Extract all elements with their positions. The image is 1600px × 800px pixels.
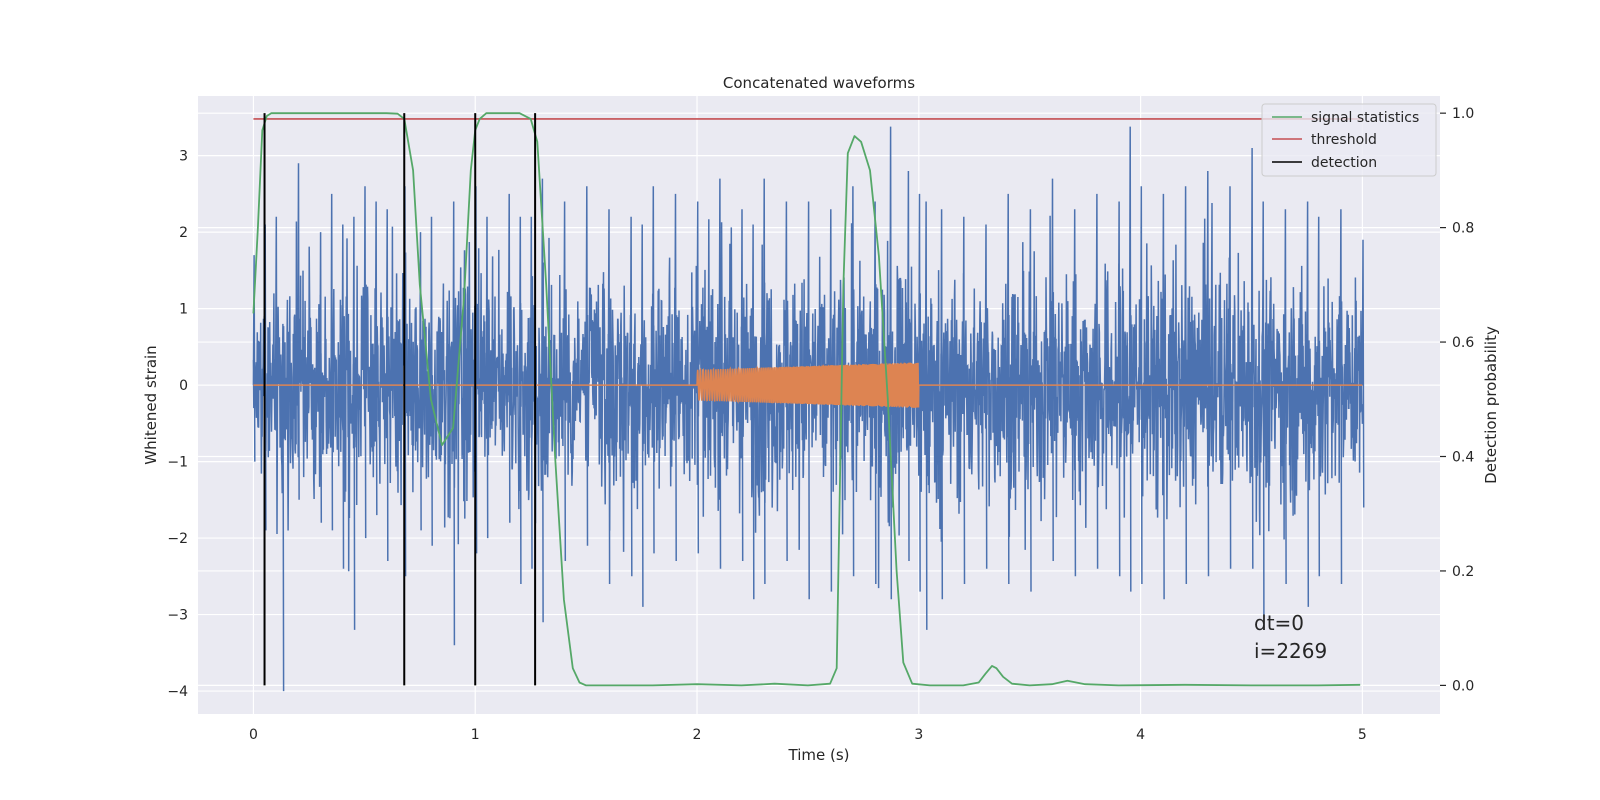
x-tick-label: 1 xyxy=(471,727,480,743)
series-layer xyxy=(252,112,1365,692)
y-tick-label: 3 xyxy=(179,149,188,165)
y-axis-label: Whitened strain xyxy=(142,345,160,464)
y-tick-label: 2 xyxy=(179,225,188,241)
legend-label-detection: detection xyxy=(1311,155,1377,171)
y-tick-label: −3 xyxy=(167,608,188,624)
legend-label-threshold: threshold xyxy=(1311,132,1377,148)
series-injection xyxy=(253,362,1363,408)
y-tick-label: −4 xyxy=(167,684,188,700)
y-tick-label-right: 0.0 xyxy=(1452,678,1474,694)
x-tick-label: 4 xyxy=(1136,727,1145,743)
x-axis-label: Time (s) xyxy=(788,746,850,764)
y-tick-label-right: 0.6 xyxy=(1452,335,1474,351)
annotation-dt: dt=0 xyxy=(1254,611,1304,635)
y-tick-label-right: 1.0 xyxy=(1452,106,1474,122)
annotation-i: i=2269 xyxy=(1254,639,1327,663)
legend: signal statistics threshold detection xyxy=(1261,103,1437,177)
ticks: 0 1 2 3 4 5 −4 −3 −2 −1 0 1 2 3 0.0 0.2 0.4 0.6 0.8 1.0 xyxy=(167,106,1474,743)
y-axis-label-right: Detection probability xyxy=(1482,326,1500,484)
legend-box xyxy=(1261,103,1437,177)
y-tick-label: −2 xyxy=(167,531,188,547)
y-tick-label-right: 0.8 xyxy=(1452,221,1474,237)
x-tick-label: 3 xyxy=(914,727,923,743)
y-tick-label-right: 0.4 xyxy=(1452,450,1474,466)
x-tick-label: 0 xyxy=(249,727,258,743)
y-tick-label: −1 xyxy=(167,455,188,471)
y-tick-label-right: 0.2 xyxy=(1452,564,1474,580)
legend-label-signal-statistics: signal statistics xyxy=(1311,110,1419,126)
series-signal-statistics xyxy=(252,112,1361,687)
y-tick-label: 1 xyxy=(179,302,188,318)
x-tick-label: 5 xyxy=(1358,727,1367,743)
y-tick-label: 0 xyxy=(179,378,188,394)
chart-title: Concatenated waveforms xyxy=(723,74,915,92)
x-tick-label: 2 xyxy=(693,727,702,743)
